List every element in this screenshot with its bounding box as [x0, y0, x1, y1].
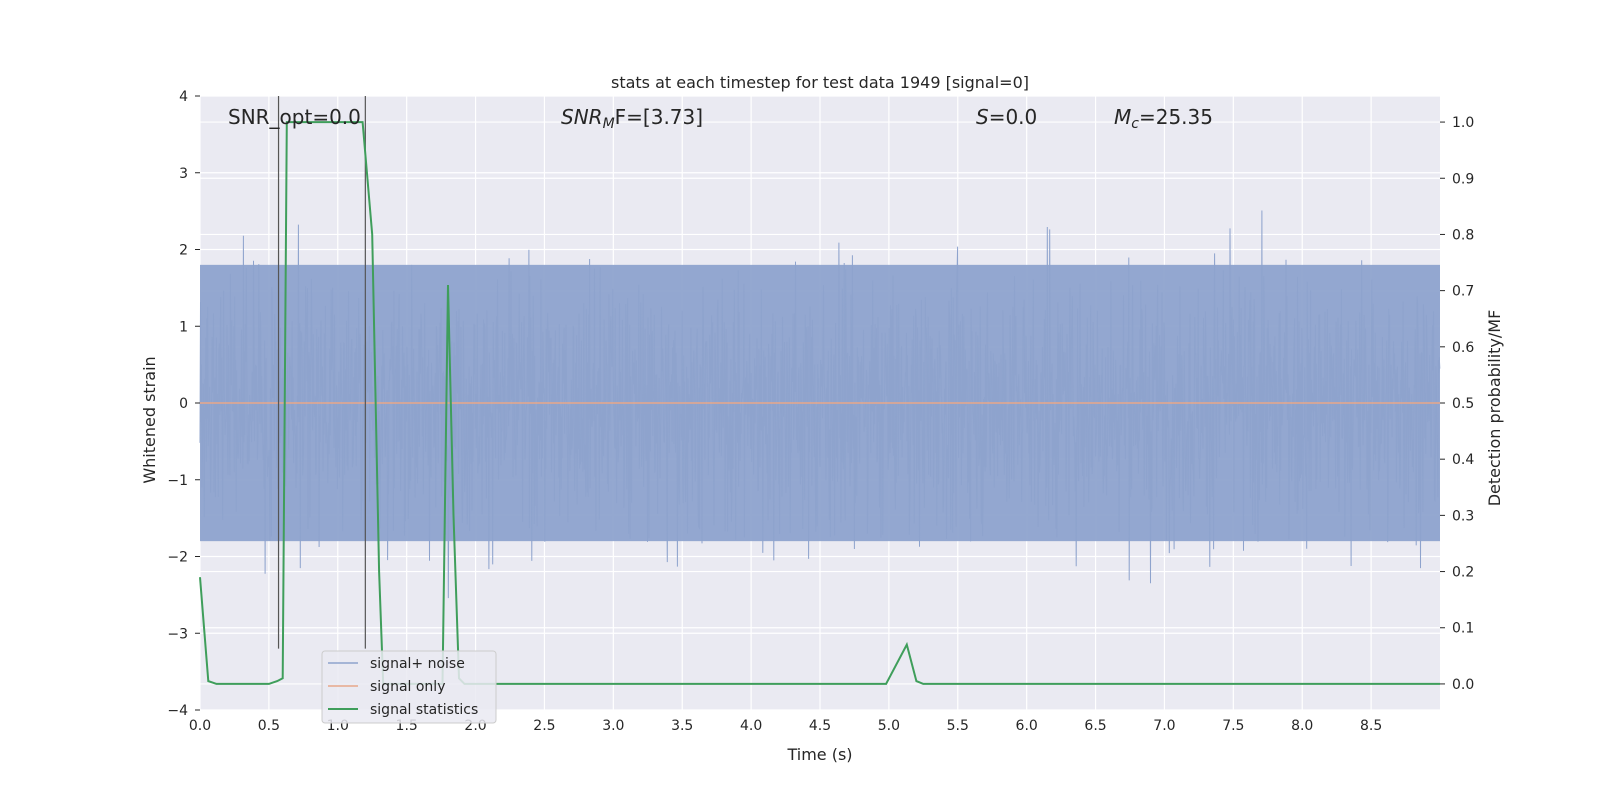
y2-tick-label: 0.5 — [1452, 396, 1474, 412]
y2-tick-label: 0.2 — [1452, 565, 1474, 581]
x-tick-label: 6.5 — [1084, 718, 1106, 734]
x-tick-label: 3.5 — [671, 718, 693, 734]
mc-subscript: c — [1131, 116, 1139, 132]
y2-tick-label: 0.0 — [1452, 677, 1474, 693]
y2-tick-label: 0.8 — [1452, 227, 1474, 243]
x-tick-label: 4.0 — [740, 718, 762, 734]
y-tick-label: 3 — [179, 166, 188, 182]
snr-mf-symbol: SNR — [561, 105, 603, 129]
legend-label-signal-statistics: signal statistics — [370, 702, 478, 718]
x-tick-label: 7.5 — [1222, 718, 1244, 734]
s-annotation: S=0.0 — [976, 105, 1037, 129]
y-axis-ticks: 4 3 2 1 0 −1 −2 −3 −4 — [167, 89, 200, 719]
x-tick-label: 0.5 — [258, 718, 280, 734]
y-tick-label: 1 — [179, 319, 188, 335]
snr-opt-annotation: SNR_opt=0.0 — [228, 105, 361, 129]
y2-axis-label: Detection probability/MF — [1485, 310, 1504, 507]
y2-tick-label: 0.4 — [1452, 452, 1474, 468]
x-tick-label: 8.5 — [1360, 718, 1382, 734]
y2-tick-label: 0.9 — [1452, 171, 1474, 187]
x-tick-label: 7.0 — [1153, 718, 1175, 734]
y-tick-label: 4 — [179, 89, 188, 105]
legend: signal+ noise signal only signal statist… — [321, 650, 497, 724]
x-tick-label: 5.5 — [947, 718, 969, 734]
signal-noise-series — [199, 210, 1441, 599]
signal-statistics-series — [199, 121, 1440, 685]
y-tick-label: −2 — [167, 550, 188, 566]
mc-value: =25.35 — [1139, 105, 1213, 129]
legend-label-signal-noise: signal+ noise — [370, 656, 465, 672]
y-tick-label: 0 — [179, 396, 188, 412]
y2-tick-label: 0.7 — [1452, 284, 1474, 300]
y-tick-label: −4 — [167, 703, 188, 719]
x-tick-label: 5.0 — [878, 718, 900, 734]
y2-tick-label: 1.0 — [1452, 115, 1474, 131]
s-value: =0.0 — [989, 105, 1038, 129]
x-tick-label: 8.0 — [1291, 718, 1313, 734]
y-tick-label: −3 — [167, 626, 188, 642]
mc-annotation: Mc=25.35 — [1114, 105, 1213, 132]
x-tick-label: 3.0 — [602, 718, 624, 734]
legend-box — [321, 650, 497, 724]
legend-label-signal-only: signal only — [370, 679, 445, 695]
y-tick-label: −1 — [167, 473, 188, 489]
snr-mf-annotation: SNRMF=[3.73] — [561, 105, 703, 132]
noise-trace — [199, 210, 1441, 599]
y2-axis-ticks: 1.0 0.9 0.8 0.7 0.6 0.5 0.4 0.3 0.2 0.1 0.0 — [1440, 115, 1474, 693]
x-tick-label: 6.0 — [1016, 718, 1038, 734]
y-tick-label: 2 — [179, 243, 188, 259]
chart-title: stats at each timestep for test data 194… — [611, 73, 1029, 92]
snr-mf-subscript: M — [603, 116, 615, 132]
s-symbol: S — [976, 105, 989, 129]
y2-tick-label: 0.1 — [1452, 621, 1474, 637]
marker-lines — [277, 96, 366, 649]
x-tick-label: 0.0 — [189, 718, 211, 734]
y2-tick-label: 0.6 — [1452, 340, 1474, 356]
snr-mf-value: F=[3.73] — [615, 105, 703, 129]
y2-tick-label: 0.3 — [1452, 508, 1474, 524]
x-tick-label: 4.5 — [809, 718, 831, 734]
y-axis-label: Whitened strain — [140, 356, 159, 483]
mc-symbol: M — [1114, 105, 1131, 129]
x-axis-label: Time (s) — [786, 745, 852, 764]
x-tick-label: 2.5 — [533, 718, 555, 734]
